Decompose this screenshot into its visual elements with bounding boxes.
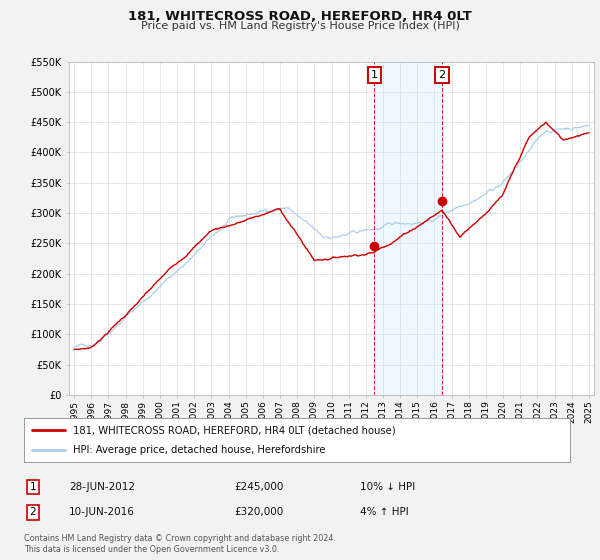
Text: Price paid vs. HM Land Registry's House Price Index (HPI): Price paid vs. HM Land Registry's House … xyxy=(140,21,460,31)
Text: 181, WHITECROSS ROAD, HEREFORD, HR4 0LT (detached house): 181, WHITECROSS ROAD, HEREFORD, HR4 0LT … xyxy=(73,425,396,435)
Text: Contains HM Land Registry data © Crown copyright and database right 2024.: Contains HM Land Registry data © Crown c… xyxy=(24,534,336,543)
Text: £320,000: £320,000 xyxy=(234,507,283,517)
Text: £245,000: £245,000 xyxy=(234,482,283,492)
Text: 10% ↓ HPI: 10% ↓ HPI xyxy=(360,482,415,492)
Bar xyxy=(374,62,442,395)
Text: 4% ↑ HPI: 4% ↑ HPI xyxy=(360,507,409,517)
Text: 181, WHITECROSS ROAD, HEREFORD, HR4 0LT: 181, WHITECROSS ROAD, HEREFORD, HR4 0LT xyxy=(128,10,472,23)
Text: HPI: Average price, detached house, Herefordshire: HPI: Average price, detached house, Here… xyxy=(73,445,326,455)
Text: 2: 2 xyxy=(29,507,37,517)
Text: 2: 2 xyxy=(439,70,446,80)
Text: 1: 1 xyxy=(29,482,37,492)
Text: 10-JUN-2016: 10-JUN-2016 xyxy=(69,507,135,517)
Text: 28-JUN-2012: 28-JUN-2012 xyxy=(69,482,135,492)
Text: 1: 1 xyxy=(371,70,378,80)
Text: This data is licensed under the Open Government Licence v3.0.: This data is licensed under the Open Gov… xyxy=(24,545,280,554)
